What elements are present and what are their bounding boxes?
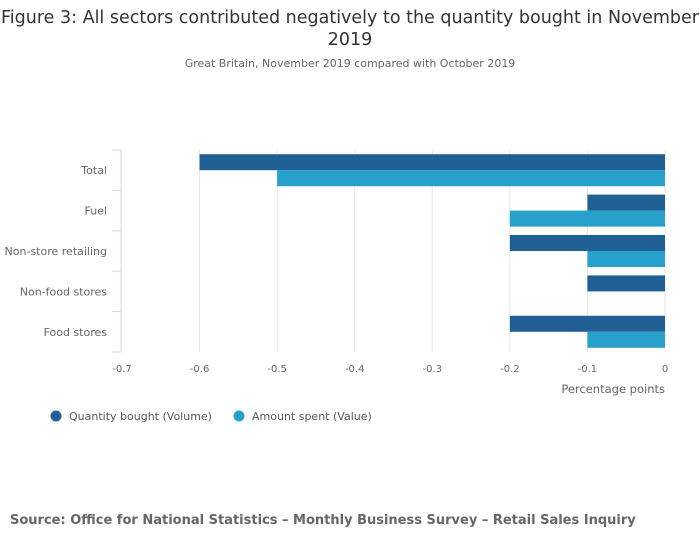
y-tick-label: Total — [80, 164, 107, 177]
x-tick-label: -0.5 — [267, 364, 287, 375]
bar-value[interactable] — [587, 251, 665, 267]
x-axis: -0.7 -0.6 -0.5 -0.4 -0.3 -0.2 -0.1 0 — [112, 364, 668, 375]
x-tick-label: 0 — [662, 364, 668, 375]
source-note: Source: Office for National Statistics –… — [10, 513, 636, 528]
x-tick-label: -0.1 — [578, 364, 598, 375]
legend-item[interactable]: Quantity bought (Volume) — [69, 410, 212, 423]
bar-value[interactable] — [277, 170, 665, 187]
legend: Quantity bought (Volume) Amount spent (Va… — [50, 410, 372, 423]
bar-value[interactable] — [509, 210, 665, 227]
y-axis: Total Fuel Non-store retailing Non-food sto… — [5, 149, 122, 353]
legend-item[interactable]: Amount spent (Value) — [252, 410, 372, 423]
x-tick-label: -0.3 — [423, 364, 443, 375]
bar-volume[interactable] — [587, 194, 665, 211]
bar-volume[interactable] — [199, 154, 666, 171]
bars — [199, 154, 666, 348]
y-tick-label: Food stores — [44, 326, 108, 339]
x-tick-label: -0.7 — [112, 364, 132, 375]
x-tick-label: -0.4 — [345, 364, 365, 375]
x-tick-label: -0.2 — [500, 364, 520, 375]
legend-marker — [50, 410, 62, 422]
bar-volume[interactable] — [509, 235, 665, 251]
bar-value[interactable] — [587, 331, 665, 348]
chart-subtitle: Great Britain, November 2019 compared wi… — [184, 57, 516, 70]
y-tick-label: Non-food stores — [20, 285, 108, 298]
x-axis-label: Percentage points — [561, 382, 665, 396]
y-tick-label: Non-store retailing — [5, 245, 107, 258]
chart-title: Figure 3: All sectors contributed negati… — [1, 8, 699, 50]
bar-volume[interactable] — [509, 315, 665, 332]
x-tick-label: -0.6 — [190, 364, 210, 375]
legend-marker — [233, 410, 245, 422]
y-tick-label: Fuel — [84, 205, 107, 218]
bar-volume[interactable] — [587, 275, 665, 292]
